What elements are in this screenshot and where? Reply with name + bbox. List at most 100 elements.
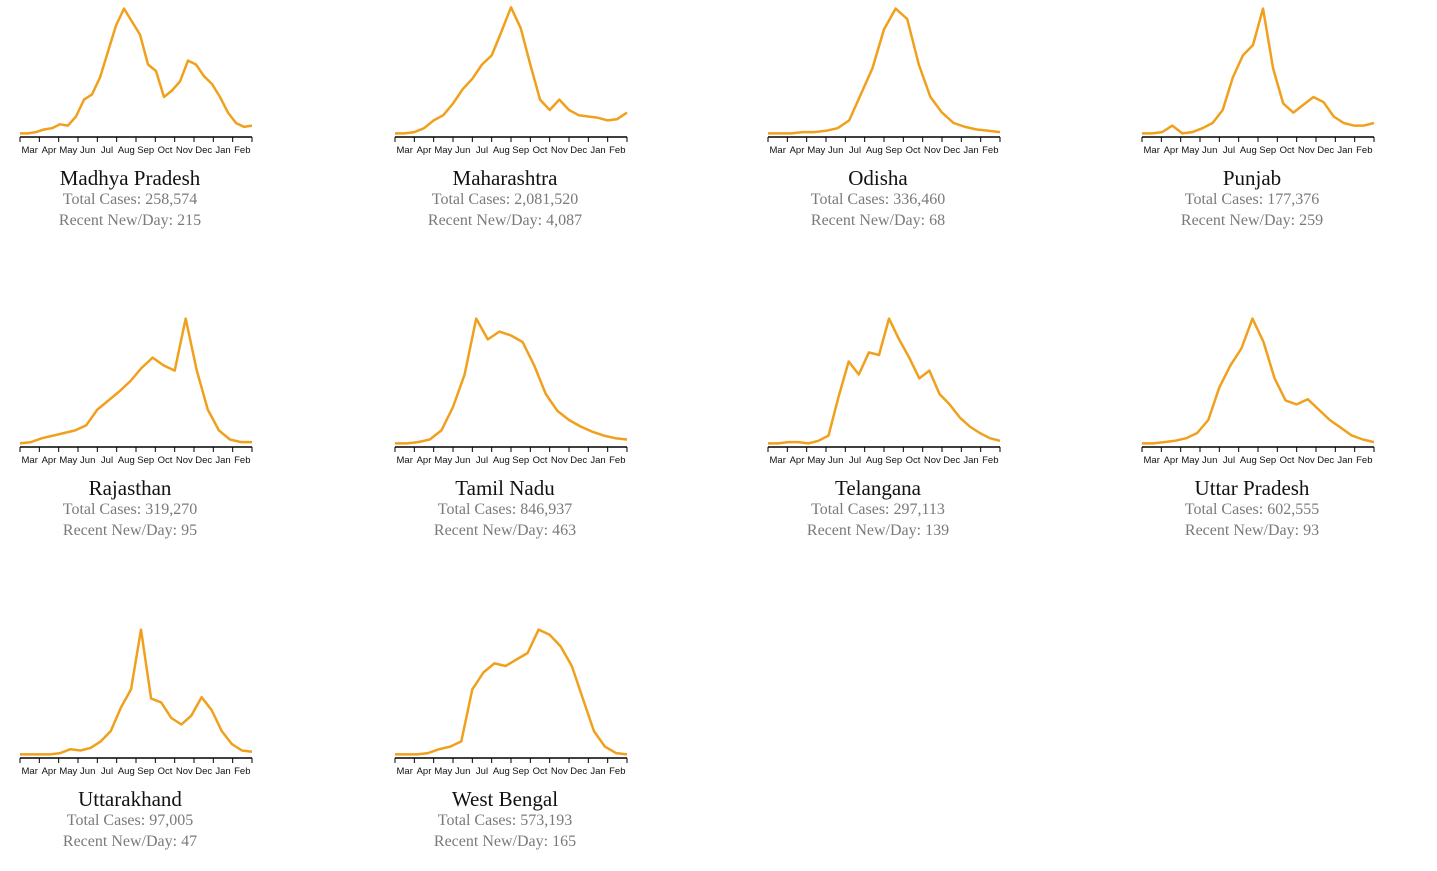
x-tick-label: Mar: [397, 145, 413, 156]
state-line-chart: Mar Apr May Jun Jul Aug Sep Oct Nov Dec Jan Feb: [767, 7, 1001, 156]
state-name: Rajasthan: [88, 476, 172, 500]
x-tick-label: Jun: [80, 766, 95, 777]
x-tick-label: Jan: [963, 145, 978, 156]
x-tick-label: Dec: [195, 145, 212, 156]
state-name: Punjab: [1222, 166, 1282, 190]
x-tick-label: Jan: [215, 766, 230, 777]
recent-new-per-day: Recent New/Day: 463: [433, 522, 577, 539]
total-cases: Total Cases: 602,555: [1184, 501, 1320, 518]
x-tick-label: Dec: [195, 455, 212, 466]
recent-new-per-day: Recent New/Day: 68: [810, 212, 946, 229]
total-cases: Total Cases: 258,574: [62, 191, 198, 208]
x-tick-label: Oct: [1280, 455, 1295, 466]
series-line: [768, 317, 1001, 445]
x-tick-label: Aug: [118, 766, 135, 777]
x-tick-label: Mar: [22, 766, 38, 777]
series-line: [395, 317, 628, 445]
x-tick-label: Sep: [512, 455, 529, 466]
state-name: Uttar Pradesh: [1194, 476, 1310, 500]
x-tick-label: May: [1181, 145, 1199, 156]
recent-new-per-day: Recent New/Day: 215: [58, 212, 202, 229]
x-tick-label: Aug: [493, 145, 510, 156]
total-cases: Total Cases: 97,005: [66, 812, 194, 829]
x-tick-label: Oct: [158, 766, 173, 777]
x-tick-label: Jun: [455, 145, 470, 156]
x-tick-label: Jan: [215, 455, 230, 466]
x-tick-label: Jul: [1223, 455, 1235, 466]
x-tick-label: Jun: [1202, 455, 1217, 466]
total-cases: Total Cases: 177,376: [1184, 191, 1320, 208]
series-line: [395, 6, 628, 135]
x-tick-label: Dec: [570, 145, 587, 156]
state-panel: Mar Apr May Jun Jul Aug Sep Oct Nov Dec Jan Feb Utta…: [1132, 310, 1375, 560]
series-line: [1142, 317, 1375, 445]
state-name: Maharashtra: [452, 166, 558, 190]
x-tick-label: Aug: [1240, 145, 1257, 156]
state-line-chart: Mar Apr May Jun Jul Aug Sep Oct Nov Dec Jan Feb: [394, 628, 628, 777]
x-tick-label: Jul: [849, 145, 861, 156]
state-panel: Mar Apr May Jun Jul Aug Sep Oct Nov Dec Jan Feb Raja…: [10, 310, 253, 560]
state-panel: Mar Apr May Jun Jul Aug Sep Oct Nov Dec Jan Feb Punj…: [1132, 0, 1375, 250]
state-name: Madhya Pradesh: [59, 166, 201, 190]
state-name: Tamil Nadu: [455, 476, 555, 500]
x-tick-label: Apr: [42, 455, 57, 466]
state-line-chart: Mar Apr May Jun Jul Aug Sep Oct Nov Dec Jan Feb: [394, 317, 628, 466]
x-tick-label: Aug: [866, 455, 883, 466]
x-tick-label: Jan: [590, 455, 605, 466]
x-tick-label: Dec: [570, 766, 587, 777]
x-tick-label: Jun: [80, 145, 95, 156]
x-tick-label: Jan: [590, 766, 605, 777]
x-tick-label: Jun: [828, 145, 843, 156]
x-tick-label: Mar: [1144, 145, 1160, 156]
x-tick-label: Nov: [1298, 145, 1315, 156]
x-tick-label: Oct: [533, 766, 548, 777]
x-tick-label: Apr: [417, 455, 432, 466]
state-panel: Mar Apr May Jun Jul Aug Sep Oct Nov Dec Jan Feb Madh…: [10, 0, 253, 250]
x-tick-label: Jul: [849, 455, 861, 466]
recent-new-per-day: Recent New/Day: 259: [1180, 212, 1324, 229]
x-tick-label: Sep: [1259, 145, 1276, 156]
x-tick-label: Apr: [417, 766, 432, 777]
x-tick-label: Mar: [770, 145, 786, 156]
x-tick-label: Nov: [924, 455, 941, 466]
x-tick-label: May: [59, 145, 77, 156]
x-tick-label: Oct: [158, 455, 173, 466]
x-tick-label: Feb: [1356, 455, 1372, 466]
x-tick-label: Oct: [533, 455, 548, 466]
x-tick-label: Nov: [176, 766, 193, 777]
x-tick-label: Nov: [551, 455, 568, 466]
x-tick-label: Aug: [493, 455, 510, 466]
x-tick-label: Mar: [397, 455, 413, 466]
x-tick-label: Aug: [118, 145, 135, 156]
x-tick-label: Jun: [455, 455, 470, 466]
x-tick-label: May: [807, 455, 825, 466]
x-tick-label: Jul: [476, 455, 488, 466]
x-tick-label: Jun: [455, 766, 470, 777]
x-tick-label: Feb: [234, 455, 250, 466]
state-line-chart: Mar Apr May Jun Jul Aug Sep Oct Nov Dec Jan Feb: [1141, 7, 1375, 156]
x-tick-label: Aug: [118, 455, 135, 466]
x-tick-label: May: [59, 455, 77, 466]
x-tick-label: Jul: [101, 455, 113, 466]
total-cases: Total Cases: 297,113: [811, 501, 945, 518]
x-tick-label: Oct: [906, 145, 921, 156]
x-tick-label: Feb: [234, 145, 250, 156]
x-tick-label: Jul: [101, 766, 113, 777]
x-tick-label: Dec: [1317, 145, 1334, 156]
x-tick-label: May: [807, 145, 825, 156]
x-tick-label: Apr: [42, 766, 57, 777]
x-tick-label: Aug: [866, 145, 883, 156]
total-cases: Total Cases: 2,081,520: [431, 191, 579, 208]
total-cases: Total Cases: 846,937: [437, 501, 573, 518]
series-line: [1142, 7, 1375, 135]
state-panel: Mar Apr May Jun Jul Aug Sep Oct Nov Dec Jan Feb Maha…: [385, 0, 628, 250]
total-cases: Total Cases: 319,270: [62, 501, 198, 518]
x-tick-label: Sep: [512, 145, 529, 156]
x-tick-label: Oct: [906, 455, 921, 466]
x-tick-label: Sep: [885, 455, 902, 466]
state-name: Odisha: [848, 166, 908, 190]
recent-new-per-day: Recent New/Day: 93: [1184, 522, 1320, 539]
x-tick-label: Apr: [417, 145, 432, 156]
x-tick-label: Jun: [828, 455, 843, 466]
x-tick-label: May: [434, 455, 452, 466]
